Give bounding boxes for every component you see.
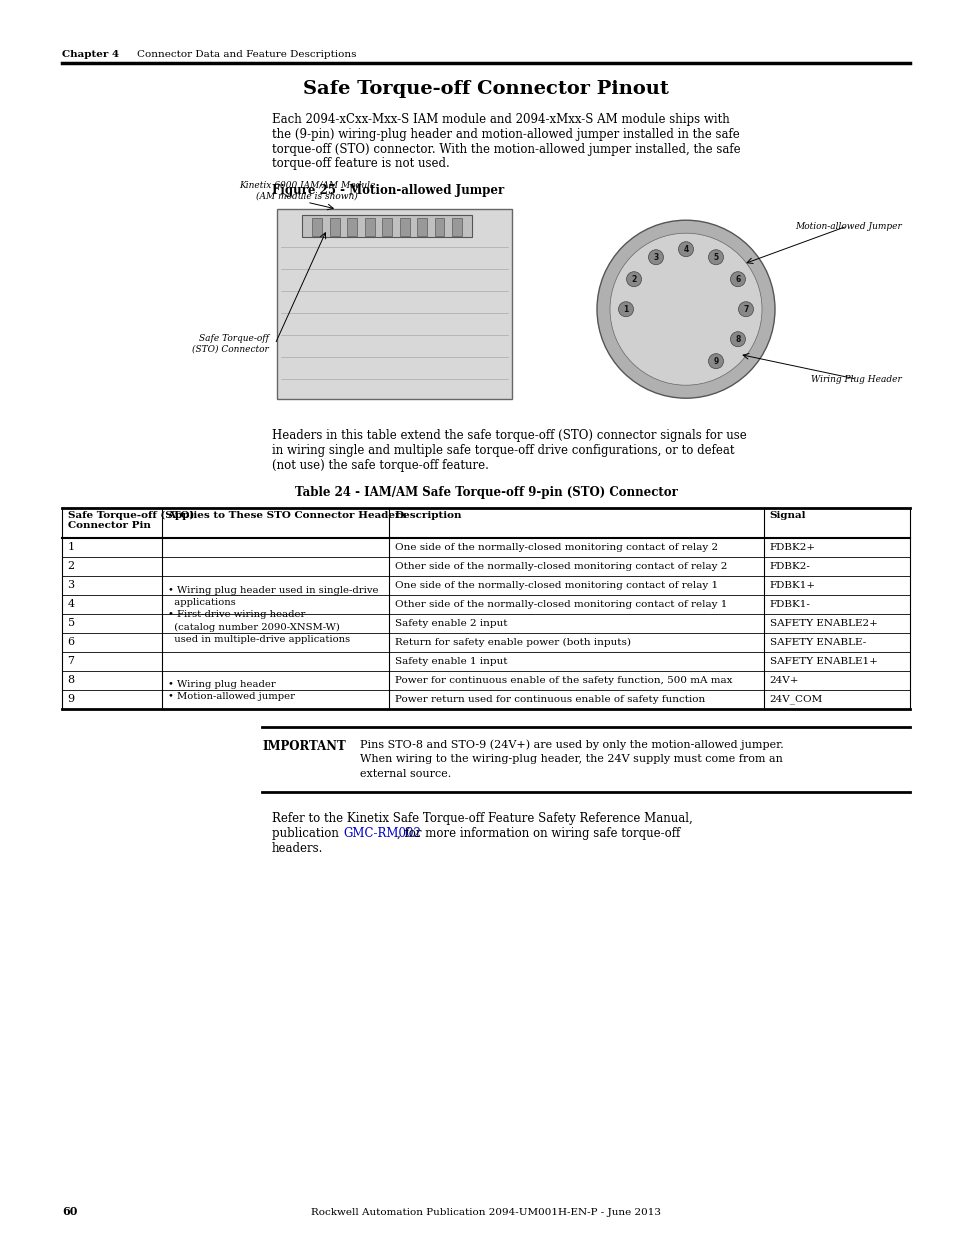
Text: Signal: Signal: [769, 510, 805, 520]
FancyBboxPatch shape: [302, 215, 472, 237]
Text: Applies to These STO Connector Headers: Applies to These STO Connector Headers: [168, 510, 407, 520]
Text: Rockwell Automation Publication 2094-UM001H-EN-P - June 2013: Rockwell Automation Publication 2094-UM0…: [311, 1208, 660, 1216]
Text: 6: 6: [68, 637, 74, 647]
Text: Other side of the normally-closed monitoring contact of relay 2: Other side of the normally-closed monito…: [395, 562, 726, 571]
Text: 60: 60: [62, 1207, 77, 1216]
Text: 5: 5: [68, 618, 74, 629]
Text: 1: 1: [622, 305, 628, 314]
Text: Power for continuous enable of the safety function, 500 mA max: Power for continuous enable of the safet…: [395, 676, 732, 684]
Text: Safe Torque-off Connector Pinout: Safe Torque-off Connector Pinout: [303, 80, 668, 98]
Text: Safety enable 2 input: Safety enable 2 input: [395, 619, 507, 627]
Circle shape: [708, 249, 722, 264]
Text: FDBK2-: FDBK2-: [769, 562, 810, 571]
Text: • Wiring plug header
• Motion-allowed jumper: • Wiring plug header • Motion-allowed ju…: [168, 679, 294, 700]
FancyBboxPatch shape: [347, 219, 356, 236]
Text: in wiring single and multiple safe torque-off drive configurations, or to defeat: in wiring single and multiple safe torqu…: [272, 445, 734, 457]
Text: FDBK1+: FDBK1+: [769, 580, 815, 589]
Text: SAFETY ENABLE1+: SAFETY ENABLE1+: [769, 657, 877, 666]
Text: SAFETY ENABLE2+: SAFETY ENABLE2+: [769, 619, 877, 627]
Text: 7: 7: [68, 656, 74, 666]
Circle shape: [597, 220, 774, 398]
FancyBboxPatch shape: [276, 209, 512, 399]
FancyBboxPatch shape: [329, 219, 339, 236]
Circle shape: [708, 353, 722, 369]
Text: Figure 25 - Motion-allowed Jumper: Figure 25 - Motion-allowed Jumper: [272, 184, 504, 198]
Text: Other side of the normally-closed monitoring contact of relay 1: Other side of the normally-closed monito…: [395, 600, 726, 609]
Text: FDBK2+: FDBK2+: [769, 542, 815, 552]
Text: 4: 4: [682, 245, 688, 253]
Text: 3: 3: [68, 580, 74, 590]
Text: 24V_COM: 24V_COM: [769, 694, 822, 704]
Circle shape: [609, 233, 761, 385]
Text: Table 24 - IAM/AM Safe Torque-off 9-pin (STO) Connector: Table 24 - IAM/AM Safe Torque-off 9-pin …: [294, 485, 677, 499]
Text: Chapter 4: Chapter 4: [62, 49, 119, 59]
Circle shape: [648, 249, 662, 264]
FancyBboxPatch shape: [416, 219, 427, 236]
Circle shape: [678, 242, 693, 257]
Text: Safe Torque-off (STO)
Connector Pin: Safe Torque-off (STO) Connector Pin: [68, 510, 193, 530]
Text: 3: 3: [653, 253, 658, 262]
Text: 7: 7: [742, 305, 748, 314]
Text: 5: 5: [713, 253, 718, 262]
FancyBboxPatch shape: [364, 219, 375, 236]
Text: the (9-pin) wiring-plug header and motion-allowed jumper installed in the safe: the (9-pin) wiring-plug header and motio…: [272, 127, 739, 141]
Text: 1: 1: [68, 542, 74, 552]
Text: headers.: headers.: [272, 841, 323, 855]
Text: Motion-allowed Jumper: Motion-allowed Jumper: [795, 222, 901, 231]
Text: GMC-RM002: GMC-RM002: [343, 826, 421, 840]
Text: 8: 8: [68, 676, 74, 685]
Text: Pins STO-8 and STO-9 (24V+) are used by only the motion-allowed jumper.: Pins STO-8 and STO-9 (24V+) are used by …: [359, 740, 783, 750]
Circle shape: [626, 272, 640, 287]
Text: external source.: external source.: [359, 769, 451, 779]
Circle shape: [618, 301, 633, 316]
Text: 4: 4: [68, 599, 74, 609]
Text: Refer to the Kinetix Safe Torque-off Feature Safety Reference Manual,: Refer to the Kinetix Safe Torque-off Fea…: [272, 811, 692, 825]
FancyBboxPatch shape: [381, 219, 392, 236]
Text: torque-off feature is not used.: torque-off feature is not used.: [272, 157, 449, 170]
Text: 2: 2: [68, 561, 74, 571]
Text: 6: 6: [735, 274, 740, 284]
Text: , for more information on wiring safe torque-off: , for more information on wiring safe to…: [396, 826, 679, 840]
Text: 2: 2: [631, 274, 636, 284]
Text: Each 2094-xCxx-Mxx-S IAM module and 2094-xMxx-S AM module ships with: Each 2094-xCxx-Mxx-S IAM module and 2094…: [272, 112, 729, 126]
Text: One side of the normally-closed monitoring contact of relay 1: One side of the normally-closed monitori…: [395, 580, 718, 589]
Circle shape: [738, 301, 753, 316]
Text: IMPORTANT: IMPORTANT: [262, 740, 345, 752]
Text: publication: publication: [272, 826, 342, 840]
FancyBboxPatch shape: [399, 219, 409, 236]
Text: Wiring Plug Header: Wiring Plug Header: [810, 374, 901, 384]
Text: (not use) the safe torque-off feature.: (not use) the safe torque-off feature.: [272, 458, 488, 472]
Text: FDBK1-: FDBK1-: [769, 600, 810, 609]
Text: Return for safety enable power (both inputs): Return for safety enable power (both inp…: [395, 637, 630, 647]
Text: Headers in this table extend the safe torque-off (STO) connector signals for use: Headers in this table extend the safe to…: [272, 430, 746, 442]
Text: Connector Data and Feature Descriptions: Connector Data and Feature Descriptions: [137, 49, 356, 59]
Text: 9: 9: [68, 694, 74, 704]
Text: Description: Description: [395, 510, 462, 520]
Text: • Wiring plug header used in single-drive
  applications
• First-drive wiring he: • Wiring plug header used in single-driv…: [168, 587, 377, 643]
FancyBboxPatch shape: [312, 219, 322, 236]
Text: torque-off (STO) connector. With the motion-allowed jumper installed, the safe: torque-off (STO) connector. With the mot…: [272, 142, 740, 156]
Text: 24V+: 24V+: [769, 676, 799, 684]
Circle shape: [730, 272, 744, 287]
Text: 9: 9: [713, 357, 718, 366]
Text: Kinetix 6000 IAM/AM Module
(AM module is shown): Kinetix 6000 IAM/AM Module (AM module is…: [238, 180, 375, 200]
Text: SAFETY ENABLE-: SAFETY ENABLE-: [769, 637, 865, 647]
Text: Safe Torque-off
(STO) Connector: Safe Torque-off (STO) Connector: [193, 335, 269, 354]
Text: Safety enable 1 input: Safety enable 1 input: [395, 657, 507, 666]
Circle shape: [730, 332, 744, 347]
Text: Power return used for continuous enable of safety function: Power return used for continuous enable …: [395, 694, 704, 704]
Text: When wiring to the wiring-plug header, the 24V supply must come from an: When wiring to the wiring-plug header, t…: [359, 755, 782, 764]
FancyBboxPatch shape: [452, 219, 461, 236]
FancyBboxPatch shape: [434, 219, 444, 236]
Text: One side of the normally-closed monitoring contact of relay 2: One side of the normally-closed monitori…: [395, 542, 718, 552]
Text: 8: 8: [735, 335, 740, 343]
